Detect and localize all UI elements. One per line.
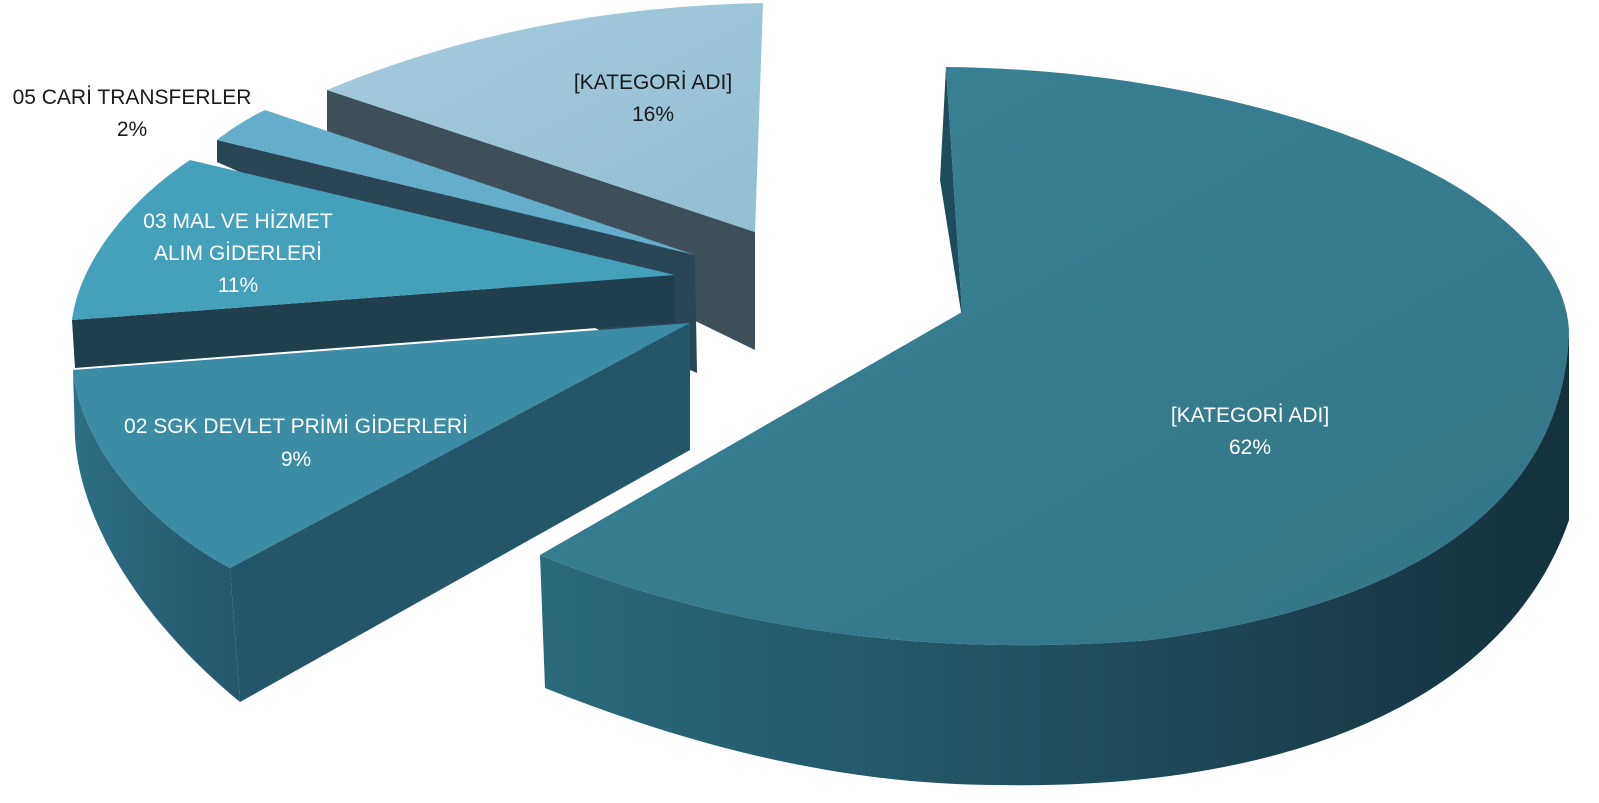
data-label-category: [KATEGORİ ADI] <box>1171 404 1329 427</box>
data-label-value: 9% <box>281 448 311 471</box>
data-label-category: 02 SGK DEVLET PRİMİ GİDERLERİ <box>124 415 468 438</box>
data-label-category-line-1: 03 MAL VE HİZMET <box>143 210 333 233</box>
pie-slice-9 <box>73 323 690 702</box>
slice-side-wall <box>72 275 675 368</box>
slice-side-wall <box>940 67 962 318</box>
data-label-62: [KATEGORİ ADI] 62% <box>1171 404 1329 459</box>
data-label-16: [KATEGORİ ADI] 16% <box>574 71 732 126</box>
slice-side-wall <box>230 323 690 702</box>
data-label-2: 05 CARİ TRANSFERLER 2% <box>13 86 252 141</box>
slice-top-face <box>73 323 690 568</box>
slice-top-face <box>540 67 1569 646</box>
pie-slice-62 <box>540 67 1569 786</box>
data-label-category: 05 CARİ TRANSFERLER <box>13 86 252 109</box>
slice-top-face <box>217 110 695 255</box>
data-label-value: 11% <box>218 274 258 297</box>
data-label-value: 16% <box>632 103 674 126</box>
slice-outer-wall <box>540 330 1569 786</box>
pie-slice-11 <box>72 160 675 368</box>
data-label-value: 62% <box>1229 436 1271 459</box>
data-label-value: 2% <box>117 118 147 141</box>
slice-top-face <box>72 160 675 320</box>
slice-top-face <box>327 3 763 232</box>
data-label-category: [KATEGORİ ADI] <box>574 71 732 94</box>
data-label-9: 02 SGK DEVLET PRİMİ GİDERLERİ 9% <box>124 415 468 471</box>
slice-outer-wall <box>73 370 240 702</box>
data-label-category-line-2: ALIM GİDERLERİ <box>154 242 322 265</box>
data-label-11: 03 MAL VE HİZMET ALIM GİDERLERİ 11% <box>143 210 333 297</box>
